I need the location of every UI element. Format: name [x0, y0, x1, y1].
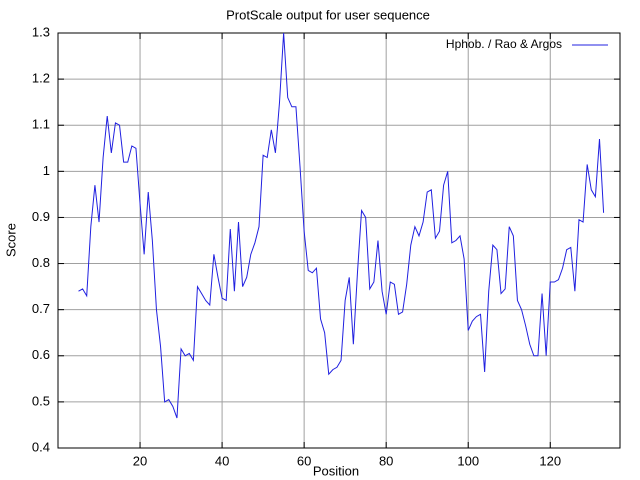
plot-frame: [57, 32, 621, 449]
y-tick-label: 0.9: [32, 209, 50, 224]
data-line: [78, 32, 605, 419]
y-tick-label: 0.5: [32, 393, 50, 408]
y-axis-label: Score: [3, 223, 18, 257]
legend-label: Hphob. / Rao & Argos: [446, 37, 562, 51]
x-tick-label: 120: [539, 453, 561, 468]
y-tick-label: 1: [43, 163, 50, 178]
y-tick-label: 1.3: [32, 24, 50, 39]
x-tick-label: 60: [297, 453, 311, 468]
y-tick-label: 0.8: [32, 255, 50, 270]
y-tick-label: 1.2: [32, 71, 50, 86]
x-tick-label: 100: [457, 453, 479, 468]
y-tick-label: 1.1: [32, 117, 50, 132]
y-tick-label: 0.7: [32, 301, 50, 316]
y-tick-label: 0.4: [32, 439, 50, 454]
x-axis-label: Position: [313, 463, 359, 478]
x-tick-label: 80: [379, 453, 393, 468]
y-tick-label: 0.6: [32, 347, 50, 362]
chart-title: ProtScale output for user sequence: [226, 7, 430, 22]
x-tick-label: 40: [215, 453, 229, 468]
x-tick-label: 20: [133, 453, 147, 468]
